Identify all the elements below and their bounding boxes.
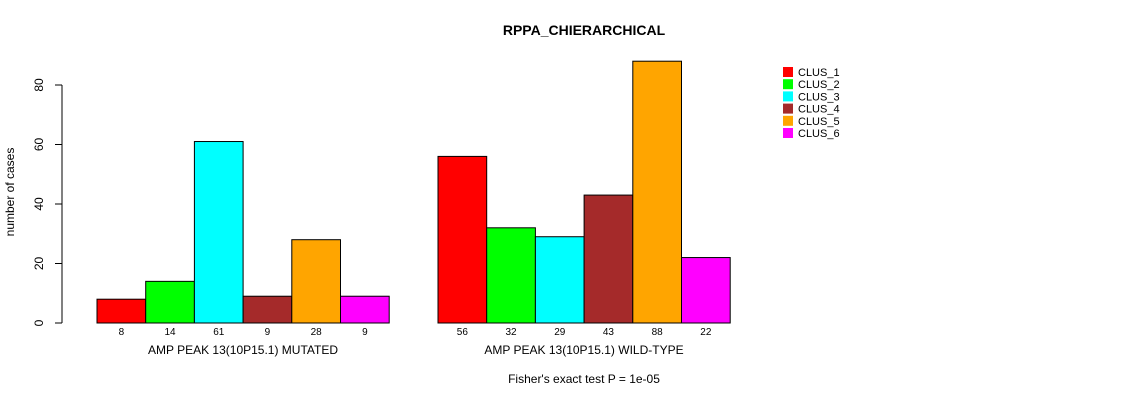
legend-swatch [783,67,793,77]
bar-clus-1 [96,298,147,324]
group-label-wild-type: AMP PEAK 13(10P15.1) WILD-TYPE [484,343,683,357]
bar-clus-2 [486,227,536,324]
bar-count-label: 29 [554,327,566,338]
bar-clus-1 [437,155,488,324]
bar-clus-2 [145,280,195,324]
bar-clus-6 [681,257,731,324]
bar-clus-3 [193,141,244,324]
legend-swatch [783,79,793,90]
bar-count-label: 22 [700,327,712,338]
chart-title: RPPA_CHIERARCHICAL [503,22,666,38]
legend-label: CLUS_1 [798,67,840,79]
legend-swatch [783,103,793,114]
y-tick-label: 40 [32,197,46,211]
bar-clus-5 [632,60,682,324]
bar-count-label: 61 [213,327,225,338]
bar-count-label: 8 [119,327,125,338]
y-tick-label: 60 [32,138,46,152]
legend-label: CLUS_5 [798,116,840,128]
bar-count-label: 32 [505,327,517,338]
bar-count-label: 56 [457,327,469,338]
bar-count-label: 14 [164,327,176,338]
y-tick-label: 80 [32,78,46,92]
bar-count-label: 28 [311,327,323,338]
legend-label: CLUS_6 [798,128,840,140]
legend-swatch [783,128,793,138]
bar-count-label: 88 [652,327,664,338]
y-tick-label: 20 [32,257,46,271]
bar-clus-4 [583,194,634,324]
y-axis: 0 20 40 60 80 [32,78,63,326]
group-label-mutated: AMP PEAK 13(10P15.1) MUTATED [148,343,338,357]
legend-swatch [783,115,793,126]
y-axis-label: number of cases [3,148,17,237]
bar-count-label: 9 [362,327,368,338]
bar-count-label: 9 [265,327,271,338]
legend-label: CLUS_3 [798,91,840,103]
legend-swatch [783,91,793,102]
legend-label: CLUS_2 [798,79,840,91]
bar-clus-4 [242,295,293,324]
bar-groups: 8 14 61 9 28 9 56 32 29 43 88 22 [96,60,731,338]
bar-clus-3 [534,236,585,324]
bar-group: 56 32 29 43 88 22 [437,60,731,338]
y-tick-label: 0 [32,319,46,326]
bar-count-label: 43 [603,327,615,338]
bar-clus-6 [340,295,390,324]
fisher-test-note: Fisher's exact test P = 1e-05 [508,372,660,386]
bar-clus-5 [291,239,341,324]
bar-group: 8 14 61 9 28 9 [96,141,390,338]
legend-label: CLUS_4 [798,104,840,116]
